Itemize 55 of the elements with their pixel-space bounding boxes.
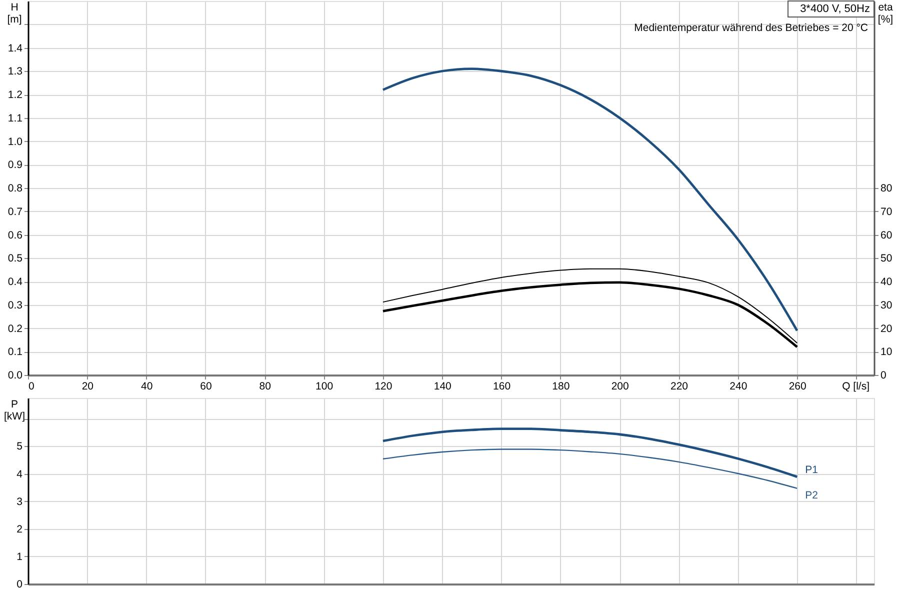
y2-tick-label: 10 [880,346,892,358]
line-series [382,68,798,332]
x-tick-label: 20 [82,380,94,392]
y-tick-label: 3 [16,496,23,508]
y-tick-label: 0.0 [8,370,23,382]
x-tick-label: 180 [552,380,570,392]
y2-tick-label: 40 [880,276,892,288]
x-tick-label: 80 [259,380,272,392]
x-tick-label: 0 [28,380,34,392]
y-tick-label: 1.2 [8,89,23,101]
y-tick-label: 0.6 [8,229,23,242]
chart-title: 3*400 V, 50Hz [800,3,870,15]
y-tick-label: 1.4 [8,42,23,54]
y2-tick-label: 50 [880,252,892,265]
y-tick-label: 0.1 [8,346,23,358]
y-tick-label: 0 [16,578,23,590]
x-tick-label: 220 [670,380,688,392]
y-tick-label: 0.5 [8,252,23,265]
x-tick-label: 40 [140,380,153,392]
y-tick-label: 4 [16,468,23,480]
y-tick-label: 1.0 [8,136,23,148]
y-tick-label: 0.2 [8,322,23,335]
y2-tick-label: 20 [880,322,892,335]
x-tick-label: 100 [316,380,334,392]
line-series [382,448,798,489]
y-tick-label: 1 [16,550,23,563]
line-series [382,428,798,478]
x-tick-label: 260 [788,380,807,392]
y-tick-label: 1.1 [8,112,23,124]
x-tick-label: 120 [374,380,392,392]
y2-tick-label: 70 [880,206,892,218]
y-tick-label: 0.7 [8,206,23,218]
y2-tick-label: 30 [880,299,892,312]
series-label: P2 [805,489,818,502]
x-axis-title: Q [l/s] [842,380,870,392]
y-tick-label: 0.9 [8,159,23,172]
annotation: Medientemperatur während des Betriebes = 20 °C [634,22,868,34]
x-tick-label: 200 [611,380,630,392]
x-tick-label: 160 [493,380,511,392]
y-tick-label: 1.3 [8,66,23,78]
y2-tick-label: 80 [880,182,892,194]
y-tick-label: 0.3 [8,299,23,312]
x-tick-label: 240 [730,380,748,392]
x-tick-label: 60 [200,380,212,392]
y2-tick-label: 60 [880,229,892,242]
y2-axis-title: eta [%] [878,2,894,26]
y-tick-label: 0.8 [8,182,23,194]
y2-tick-label: 0 [880,370,886,382]
y-axis-title: P [kW] [4,398,26,422]
y-tick-label: 5 [16,440,23,453]
y-tick-label: 2 [16,523,23,536]
y-axis-title: H [m] [7,2,22,26]
x-tick-label: 140 [434,380,452,392]
y-tick-label: 0.4 [8,276,23,288]
series-label: P1 [805,464,818,476]
